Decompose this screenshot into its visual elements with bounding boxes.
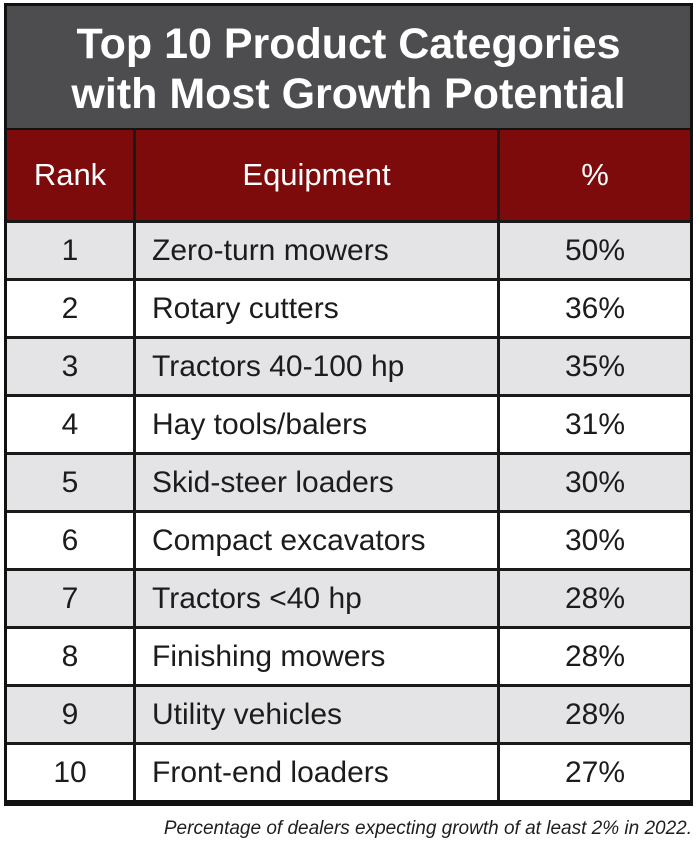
title-line-1: Top 10 Product Categories [76, 20, 621, 68]
percent-cell: 27% [500, 745, 690, 800]
title-banner: Top 10 Product Categories with Most Grow… [7, 6, 690, 128]
rank-cell: 1 [7, 223, 136, 281]
equipment-cell: Finishing mowers [136, 629, 500, 687]
header-row: Rank Equipment % [7, 130, 690, 223]
percent-cell: 30% [500, 513, 690, 571]
table-row: 7 Tractors <40 hp 28% [7, 571, 690, 629]
equipment-cell: Utility vehicles [136, 687, 500, 745]
table-row: 2 Rotary cutters 36% [7, 281, 690, 339]
table-row: 6 Compact excavators 30% [7, 513, 690, 571]
table-body: 1 Zero-turn mowers 50% 2 Rotary cutters 36% 3 T… [7, 223, 690, 800]
table-row: 8 Finishing mowers 28% [7, 629, 690, 687]
percent-cell: 35% [500, 339, 690, 397]
percent-cell: 30% [500, 455, 690, 513]
equipment-cell: Hay tools/balers [136, 397, 500, 455]
growth-table: Rank Equipment % 1 Zero-turn mowers 50% 2 Ro… [7, 130, 690, 800]
equipment-cell: Compact excavators [136, 513, 500, 571]
percent-cell: 28% [500, 571, 690, 629]
table-frame: Top 10 Product Categories with Most Grow… [4, 3, 693, 806]
rank-cell: 5 [7, 455, 136, 513]
table-row: 10 Front-end loaders 27% [7, 745, 690, 800]
table-row: 1 Zero-turn mowers 50% [7, 223, 690, 281]
equipment-cell: Front-end loaders [136, 745, 500, 800]
rank-cell: 8 [7, 629, 136, 687]
title-line-2: with Most Growth Potential [71, 70, 626, 118]
table-row: 9 Utility vehicles 28% [7, 687, 690, 745]
percent-cell: 28% [500, 687, 690, 745]
equipment-cell: Tractors 40-100 hp [136, 339, 500, 397]
rank-cell: 9 [7, 687, 136, 745]
column-header-equipment: Equipment [136, 130, 500, 223]
equipment-cell: Rotary cutters [136, 281, 500, 339]
column-header-rank: Rank [7, 130, 136, 223]
rank-cell: 10 [7, 745, 136, 800]
equipment-cell: Skid-steer loaders [136, 455, 500, 513]
equipment-cell: Zero-turn mowers [136, 223, 500, 281]
percent-cell: 50% [500, 223, 690, 281]
rank-cell: 2 [7, 281, 136, 339]
equipment-cell: Tractors <40 hp [136, 571, 500, 629]
column-header-percent: % [500, 130, 690, 223]
percent-cell: 28% [500, 629, 690, 687]
rank-cell: 7 [7, 571, 136, 629]
rank-cell: 4 [7, 397, 136, 455]
percent-cell: 31% [500, 397, 690, 455]
table-row: 3 Tractors 40-100 hp 35% [7, 339, 690, 397]
rank-cell: 6 [7, 513, 136, 571]
rank-cell: 3 [7, 339, 136, 397]
table-row: 5 Skid-steer loaders 30% [7, 455, 690, 513]
footnote-caption: Percentage of dealers expecting growth o… [163, 818, 692, 839]
percent-cell: 36% [500, 281, 690, 339]
table-row: 4 Hay tools/balers 31% [7, 397, 690, 455]
